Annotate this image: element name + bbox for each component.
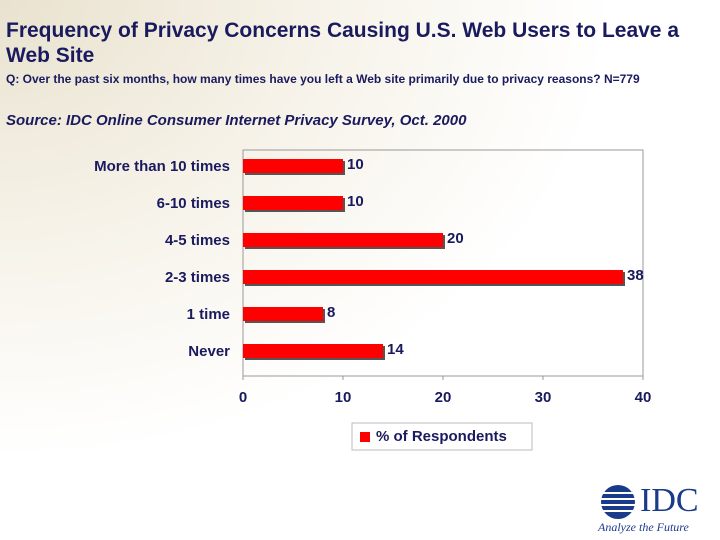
bar [243, 270, 623, 284]
data-label: 10 [347, 193, 364, 210]
legend-label: % of Respondents [376, 428, 507, 445]
bar [243, 233, 443, 247]
data-label: 38 [627, 267, 644, 284]
y-tick-label: 4-5 times [165, 232, 230, 249]
logo-name: IDC [640, 482, 699, 519]
data-label: 20 [447, 230, 464, 247]
x-tick-label: 0 [239, 389, 247, 406]
bar [243, 307, 323, 321]
x-tick-label: 30 [535, 389, 552, 406]
logo-globe [598, 485, 638, 519]
bar [243, 159, 343, 173]
data-label: 10 [347, 156, 364, 173]
y-tick-label: 2-3 times [165, 269, 230, 286]
x-tick-label: 10 [335, 389, 352, 406]
bar [243, 344, 383, 358]
plot-frame [242, 149, 644, 377]
bar [243, 196, 343, 210]
chart-title: Frequency of Privacy Concerns Causing U.… [6, 19, 680, 67]
y-tick-label: 1 time [187, 306, 230, 323]
x-tick-label: 20 [435, 389, 452, 406]
data-label: 14 [387, 341, 404, 358]
chart-source: Source: IDC Online Consumer Internet Pri… [6, 112, 467, 129]
y-tick-label: 6-10 times [157, 195, 230, 212]
x-tick-label: 40 [635, 389, 652, 406]
chart-subtitle: Q: Over the past six months, how many ti… [6, 72, 640, 86]
logo-tagline: Analyze the Future [597, 520, 690, 534]
legend-box [351, 422, 533, 451]
y-tick-label: Never [188, 343, 230, 360]
legend-swatch [360, 432, 370, 442]
y-tick-label: More than 10 times [94, 158, 230, 175]
data-label: 8 [327, 304, 335, 321]
